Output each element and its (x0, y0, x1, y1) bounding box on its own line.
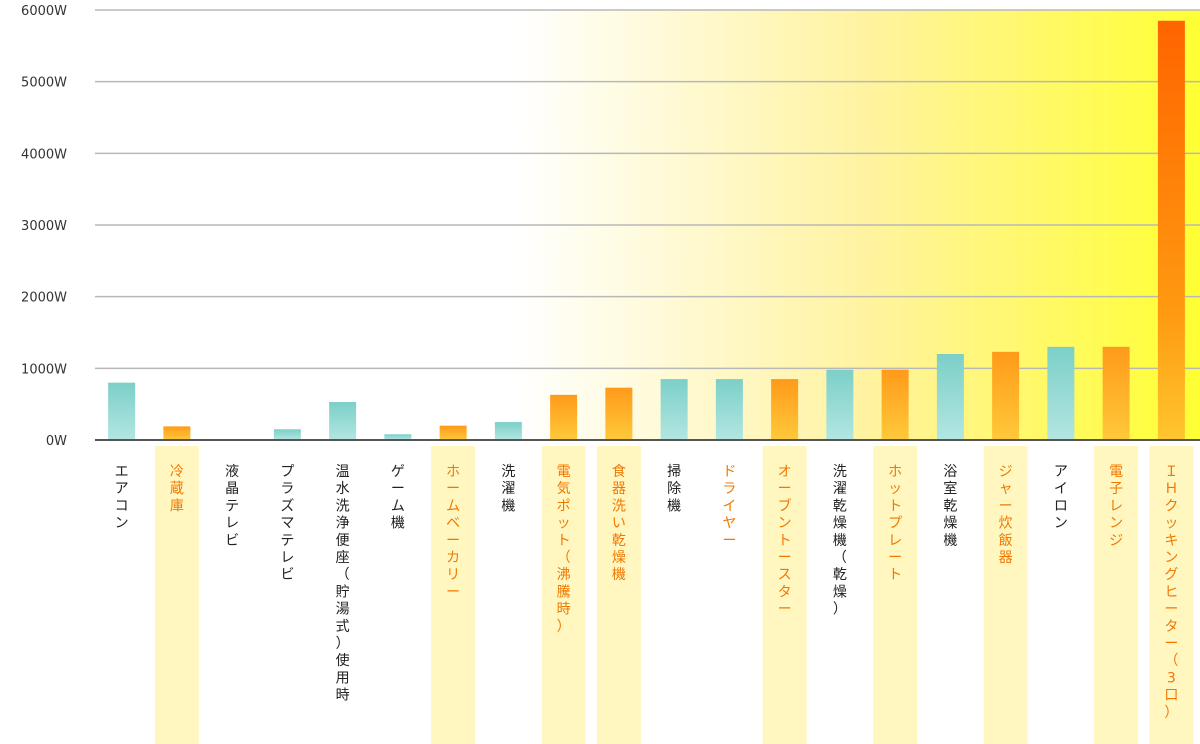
category-highlight (1094, 446, 1139, 744)
category-label: 洗濯乾燥機（乾燥） (833, 464, 847, 618)
category-label: 洗濯機 (501, 464, 515, 514)
bar (273, 429, 301, 440)
bar (494, 422, 522, 440)
bar (550, 394, 578, 440)
category-highlight (154, 446, 199, 744)
bar (605, 387, 633, 440)
category-label: ゲーム機 (391, 464, 405, 532)
category-label: 電気ポット（沸騰時） (557, 464, 571, 635)
bar (936, 354, 964, 440)
category-highlight (431, 446, 476, 744)
category-label: オーブントースター (778, 464, 792, 618)
category-label: 掃除機 (667, 463, 681, 514)
category-label: 温水洗浄便座（貯湯式）使用時 (336, 464, 350, 704)
category-label: ホットプレート (888, 464, 902, 583)
bar (715, 379, 743, 440)
category-highlight (762, 446, 807, 744)
bar (881, 369, 909, 440)
y-tick-label: 0W (46, 434, 67, 449)
category-label: プラズマテレビ (280, 464, 294, 583)
bar (1102, 346, 1130, 440)
category-label: ＩＨクッキングヒーター（ 3 口） (1164, 464, 1178, 721)
category-label: 液晶テレビ (225, 464, 239, 549)
bar (163, 426, 191, 440)
y-tick-label: 4000W (21, 147, 67, 162)
bar (108, 382, 136, 440)
y-tick-label: 5000W (21, 76, 67, 91)
category-highlight (596, 446, 641, 744)
bar (329, 402, 357, 440)
bar (384, 434, 412, 440)
category-label: ジャー炊飯器 (999, 464, 1013, 566)
category-label: アイロン (1054, 464, 1068, 532)
category-label: 電子レンジ (1109, 464, 1123, 549)
category-highlight (983, 446, 1028, 744)
bar (1157, 20, 1185, 440)
bar (660, 379, 688, 440)
y-tick-label: 6000W (21, 4, 67, 19)
category-label: エアコン (115, 464, 129, 532)
category-highlight (873, 446, 918, 744)
category-highlight (541, 446, 586, 744)
category-label: 冷蔵庫 (170, 464, 184, 514)
category-label: 食器洗い乾燥機 (612, 463, 626, 583)
category-label: 浴室乾燥機 (943, 464, 957, 549)
bar (771, 379, 799, 440)
category-highlight (1149, 446, 1194, 744)
category-label: ドライヤー (722, 464, 736, 549)
bar (1047, 346, 1075, 440)
y-tick-label: 2000W (21, 291, 67, 306)
bar (439, 425, 467, 440)
bar (992, 351, 1020, 440)
bar (826, 369, 854, 440)
y-tick-label: 3000W (21, 219, 67, 234)
y-tick-label: 1000W (21, 362, 67, 377)
category-label: ホームベーカリー (446, 464, 460, 600)
